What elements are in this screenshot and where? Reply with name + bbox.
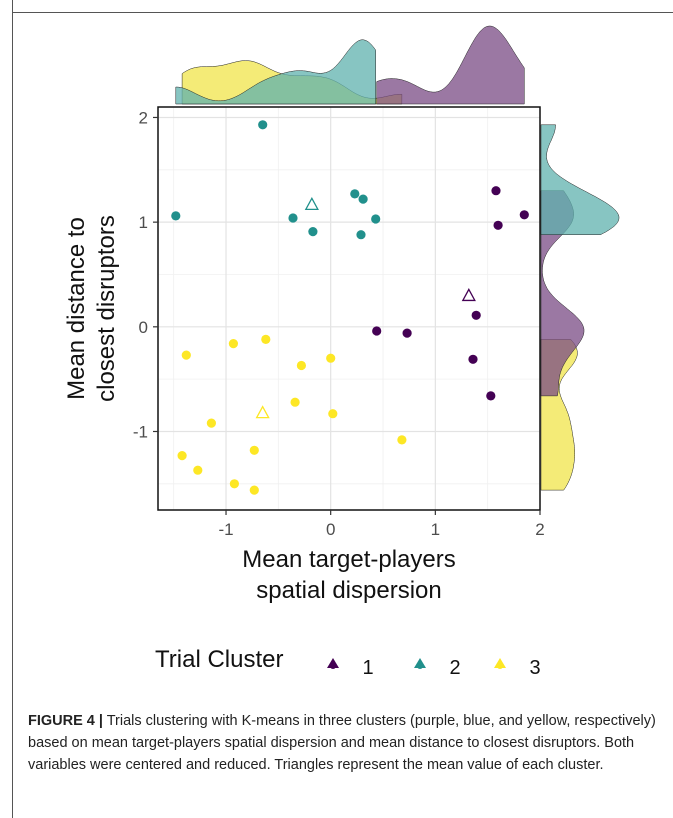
mean-triangle-cluster-1 [461,288,476,302]
point-cluster-2 [371,214,381,224]
legend-title: Trial Cluster [155,646,283,673]
point-cluster-3 [328,409,338,419]
y-tick-label: 2 [139,108,148,127]
point-cluster-2 [288,213,298,223]
point-cluster-3 [397,435,407,445]
point-cluster-2 [358,194,368,204]
point-cluster-1 [372,326,382,336]
caption-label: FIGURE 4 | [28,713,103,729]
point-cluster-1 [491,186,501,196]
x-tick-label: 0 [326,520,335,539]
y-tick-label: 1 [139,213,148,232]
point-cluster-2 [171,211,181,221]
top-density-cluster-1 [376,25,525,105]
x-axis-title-line: Mean target-players [242,546,455,573]
y-axis-title-line: Mean distance to [63,217,90,400]
mean-triangle-cluster-3 [255,405,270,419]
x-tick-label: 2 [535,520,544,539]
point-cluster-1 [402,328,412,338]
point-cluster-3 [249,485,259,495]
point-cluster-3 [193,465,203,475]
point-cluster-1 [486,391,496,401]
point-cluster-3 [177,451,187,461]
mean-triangle-cluster-2 [304,196,319,210]
y-tick-label: 0 [139,318,148,337]
plot-border [157,106,541,511]
x-axis-title-line: spatial dispersion [256,577,441,604]
point-cluster-3 [290,397,300,407]
point-cluster-3 [181,350,191,360]
y-axis-title-line: closest disruptors [93,215,120,402]
point-cluster-1 [471,310,481,320]
point-cluster-1 [519,210,529,220]
legend-key-point-3 [497,663,503,669]
point-cluster-3 [206,418,216,428]
x-tick-label: 1 [431,520,440,539]
legend-label-2: 2 [449,657,460,679]
frame-top-rule [12,12,673,13]
point-cluster-3 [229,479,239,489]
frame-left-rule [12,0,13,818]
scatter-chart: -1 0 1 2 -1 0 1 2 Mean target-players spatial dis… [63,25,620,679]
point-cluster-1 [493,220,503,230]
point-cluster-2 [350,189,360,199]
legend-key-point-2 [417,663,423,669]
x-tick-label: -1 [218,520,233,539]
point-cluster-3 [228,339,238,349]
point-cluster-3 [249,445,259,455]
point-cluster-1 [468,354,478,364]
y-tick-label: -1 [133,422,148,441]
point-cluster-3 [261,334,271,344]
point-cluster-2 [308,227,318,237]
legend-label-1: 1 [362,657,373,679]
figure-caption: FIGURE 4 | Trials clustering with K-mean… [28,710,658,776]
legend-label-3: 3 [529,657,540,679]
plot-panel [158,107,540,510]
caption-text: Trials clustering with K-means in three … [28,713,656,773]
point-cluster-3 [326,353,336,363]
right-density-cluster-2 [540,124,620,235]
point-cluster-2 [356,230,366,240]
legend-key-point-1 [330,663,336,669]
point-cluster-2 [258,120,268,130]
top-density-cluster-2 [175,39,376,105]
point-cluster-3 [296,360,306,371]
